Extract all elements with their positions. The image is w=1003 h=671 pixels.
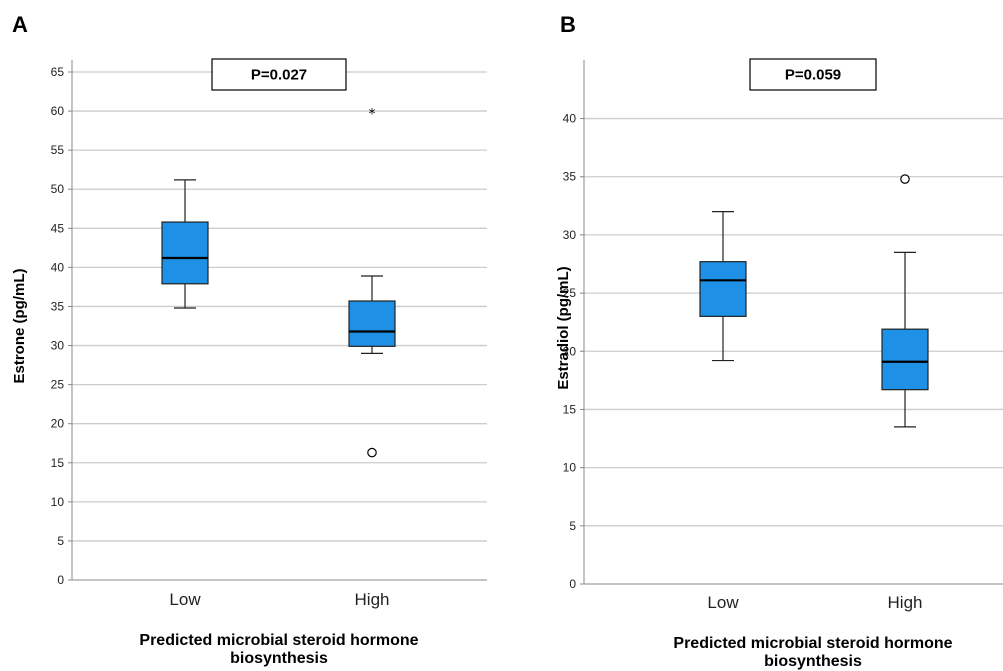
category-label: Low [169,590,201,609]
y-axis-label: Estrone (pg/mL) [11,268,28,383]
x-axis-label: biosynthesis [230,650,328,667]
x-axis-label: Predicted microbial steroid hormone [139,632,418,649]
x-axis-label: Predicted microbial steroid hormone [673,635,952,652]
y-tick-label: 35 [51,299,65,313]
y-tick-label: 45 [51,221,65,235]
p-value-box [749,58,877,91]
y-tick-label: 15 [51,456,65,470]
y-tick-label: 40 [563,112,577,126]
y-tick-label: 30 [51,339,65,353]
y-tick-label: 15 [563,402,577,416]
box-high [348,300,396,347]
panel-a: A 0 5 10 15 20 25 30 35 40 45 50 55 60 65 Low * High Estr… [0,0,500,671]
panel-letter: A [12,12,28,37]
category-label: High [888,593,923,612]
y-tick-label: 0 [57,573,64,587]
category-label: High [355,590,390,609]
y-axis-label: Estradiol (pg/mL) [555,266,572,389]
y-tick-label: 20 [563,344,577,358]
p-value-label: P=0.027 [251,67,307,84]
y-tick-label: 60 [51,104,65,118]
chart-a-svg: 0 5 10 15 20 25 30 35 40 45 50 55 60 65 Low * High Estron… [11,58,487,667]
panel-b: B 0 5 10 15 20 25 30 35 40 Low High Estradiol (pg/m… [540,0,1003,671]
box-high [881,328,929,391]
y-tick-label: 10 [563,461,577,475]
y-tick-label: 0 [569,577,576,591]
outlier-circle [900,174,910,184]
p-value-box [211,58,347,91]
x-axis-label: biosynthesis [764,653,862,670]
box-low [699,261,747,317]
outlier-circle [367,447,377,458]
outlier-star: * [369,107,376,123]
y-tick-label: 20 [51,417,65,431]
y-tick-label: 10 [51,495,65,509]
y-tick-label: 25 [563,286,577,300]
chart-b-svg: 0 5 10 15 20 25 30 35 40 Low High Estradiol (pg/mL)… [555,58,1003,670]
y-tick-label: 40 [51,260,65,274]
p-value-label: P=0.059 [785,67,841,84]
y-tick-label: 30 [563,228,577,242]
y-tick-label: 5 [569,519,576,533]
y-tick-label: 5 [57,534,64,548]
y-tick-label: 65 [51,65,65,79]
y-tick-label: 50 [51,182,65,196]
panel-letter: B [560,12,576,37]
box-low [161,221,209,285]
y-tick-label: 35 [563,170,577,184]
y-tick-label: 25 [51,378,65,392]
y-tick-label: 55 [51,143,65,157]
category-label: Low [707,593,739,612]
